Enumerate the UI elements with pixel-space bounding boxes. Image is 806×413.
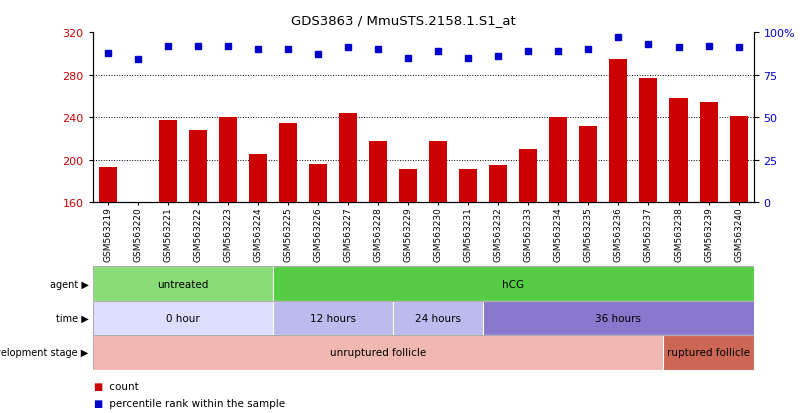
Text: 12 hours: 12 hours xyxy=(310,313,356,323)
Bar xyxy=(189,131,207,203)
Bar xyxy=(93,267,273,301)
Bar xyxy=(663,335,754,370)
Bar xyxy=(459,170,477,203)
Bar xyxy=(484,301,754,335)
Bar xyxy=(159,121,177,203)
Bar xyxy=(580,126,597,203)
Bar xyxy=(93,335,663,370)
Bar xyxy=(219,118,237,203)
Bar xyxy=(393,301,484,335)
Bar xyxy=(309,165,327,203)
Text: ■: ■ xyxy=(93,398,102,408)
Text: GDS3863 / MmuSTS.2158.1.S1_at: GDS3863 / MmuSTS.2158.1.S1_at xyxy=(291,14,515,27)
Text: unruptured follicle: unruptured follicle xyxy=(330,347,426,358)
Text: development stage ▶: development stage ▶ xyxy=(0,347,89,358)
Text: count: count xyxy=(106,381,139,391)
Bar xyxy=(249,155,267,203)
Bar xyxy=(98,168,117,203)
Bar xyxy=(639,78,658,203)
Text: ruptured follicle: ruptured follicle xyxy=(667,347,750,358)
Bar xyxy=(609,59,627,203)
Bar xyxy=(399,170,418,203)
Bar xyxy=(729,117,748,203)
Bar xyxy=(429,141,447,203)
Bar xyxy=(550,118,567,203)
Bar xyxy=(489,166,507,203)
Text: 24 hours: 24 hours xyxy=(415,313,461,323)
Bar xyxy=(700,103,717,203)
Text: untreated: untreated xyxy=(157,279,209,289)
Bar xyxy=(273,301,393,335)
Bar xyxy=(670,99,688,203)
Bar xyxy=(339,114,357,203)
Text: time ▶: time ▶ xyxy=(56,313,89,323)
Bar xyxy=(93,301,273,335)
Text: hCG: hCG xyxy=(502,279,525,289)
Bar xyxy=(279,123,297,203)
Text: ■: ■ xyxy=(93,381,102,391)
Text: agent ▶: agent ▶ xyxy=(50,279,89,289)
Text: percentile rank within the sample: percentile rank within the sample xyxy=(106,398,285,408)
Text: 36 hours: 36 hours xyxy=(596,313,642,323)
Text: 0 hour: 0 hour xyxy=(166,313,200,323)
Bar xyxy=(369,141,387,203)
Bar xyxy=(273,267,754,301)
Bar xyxy=(519,150,538,203)
